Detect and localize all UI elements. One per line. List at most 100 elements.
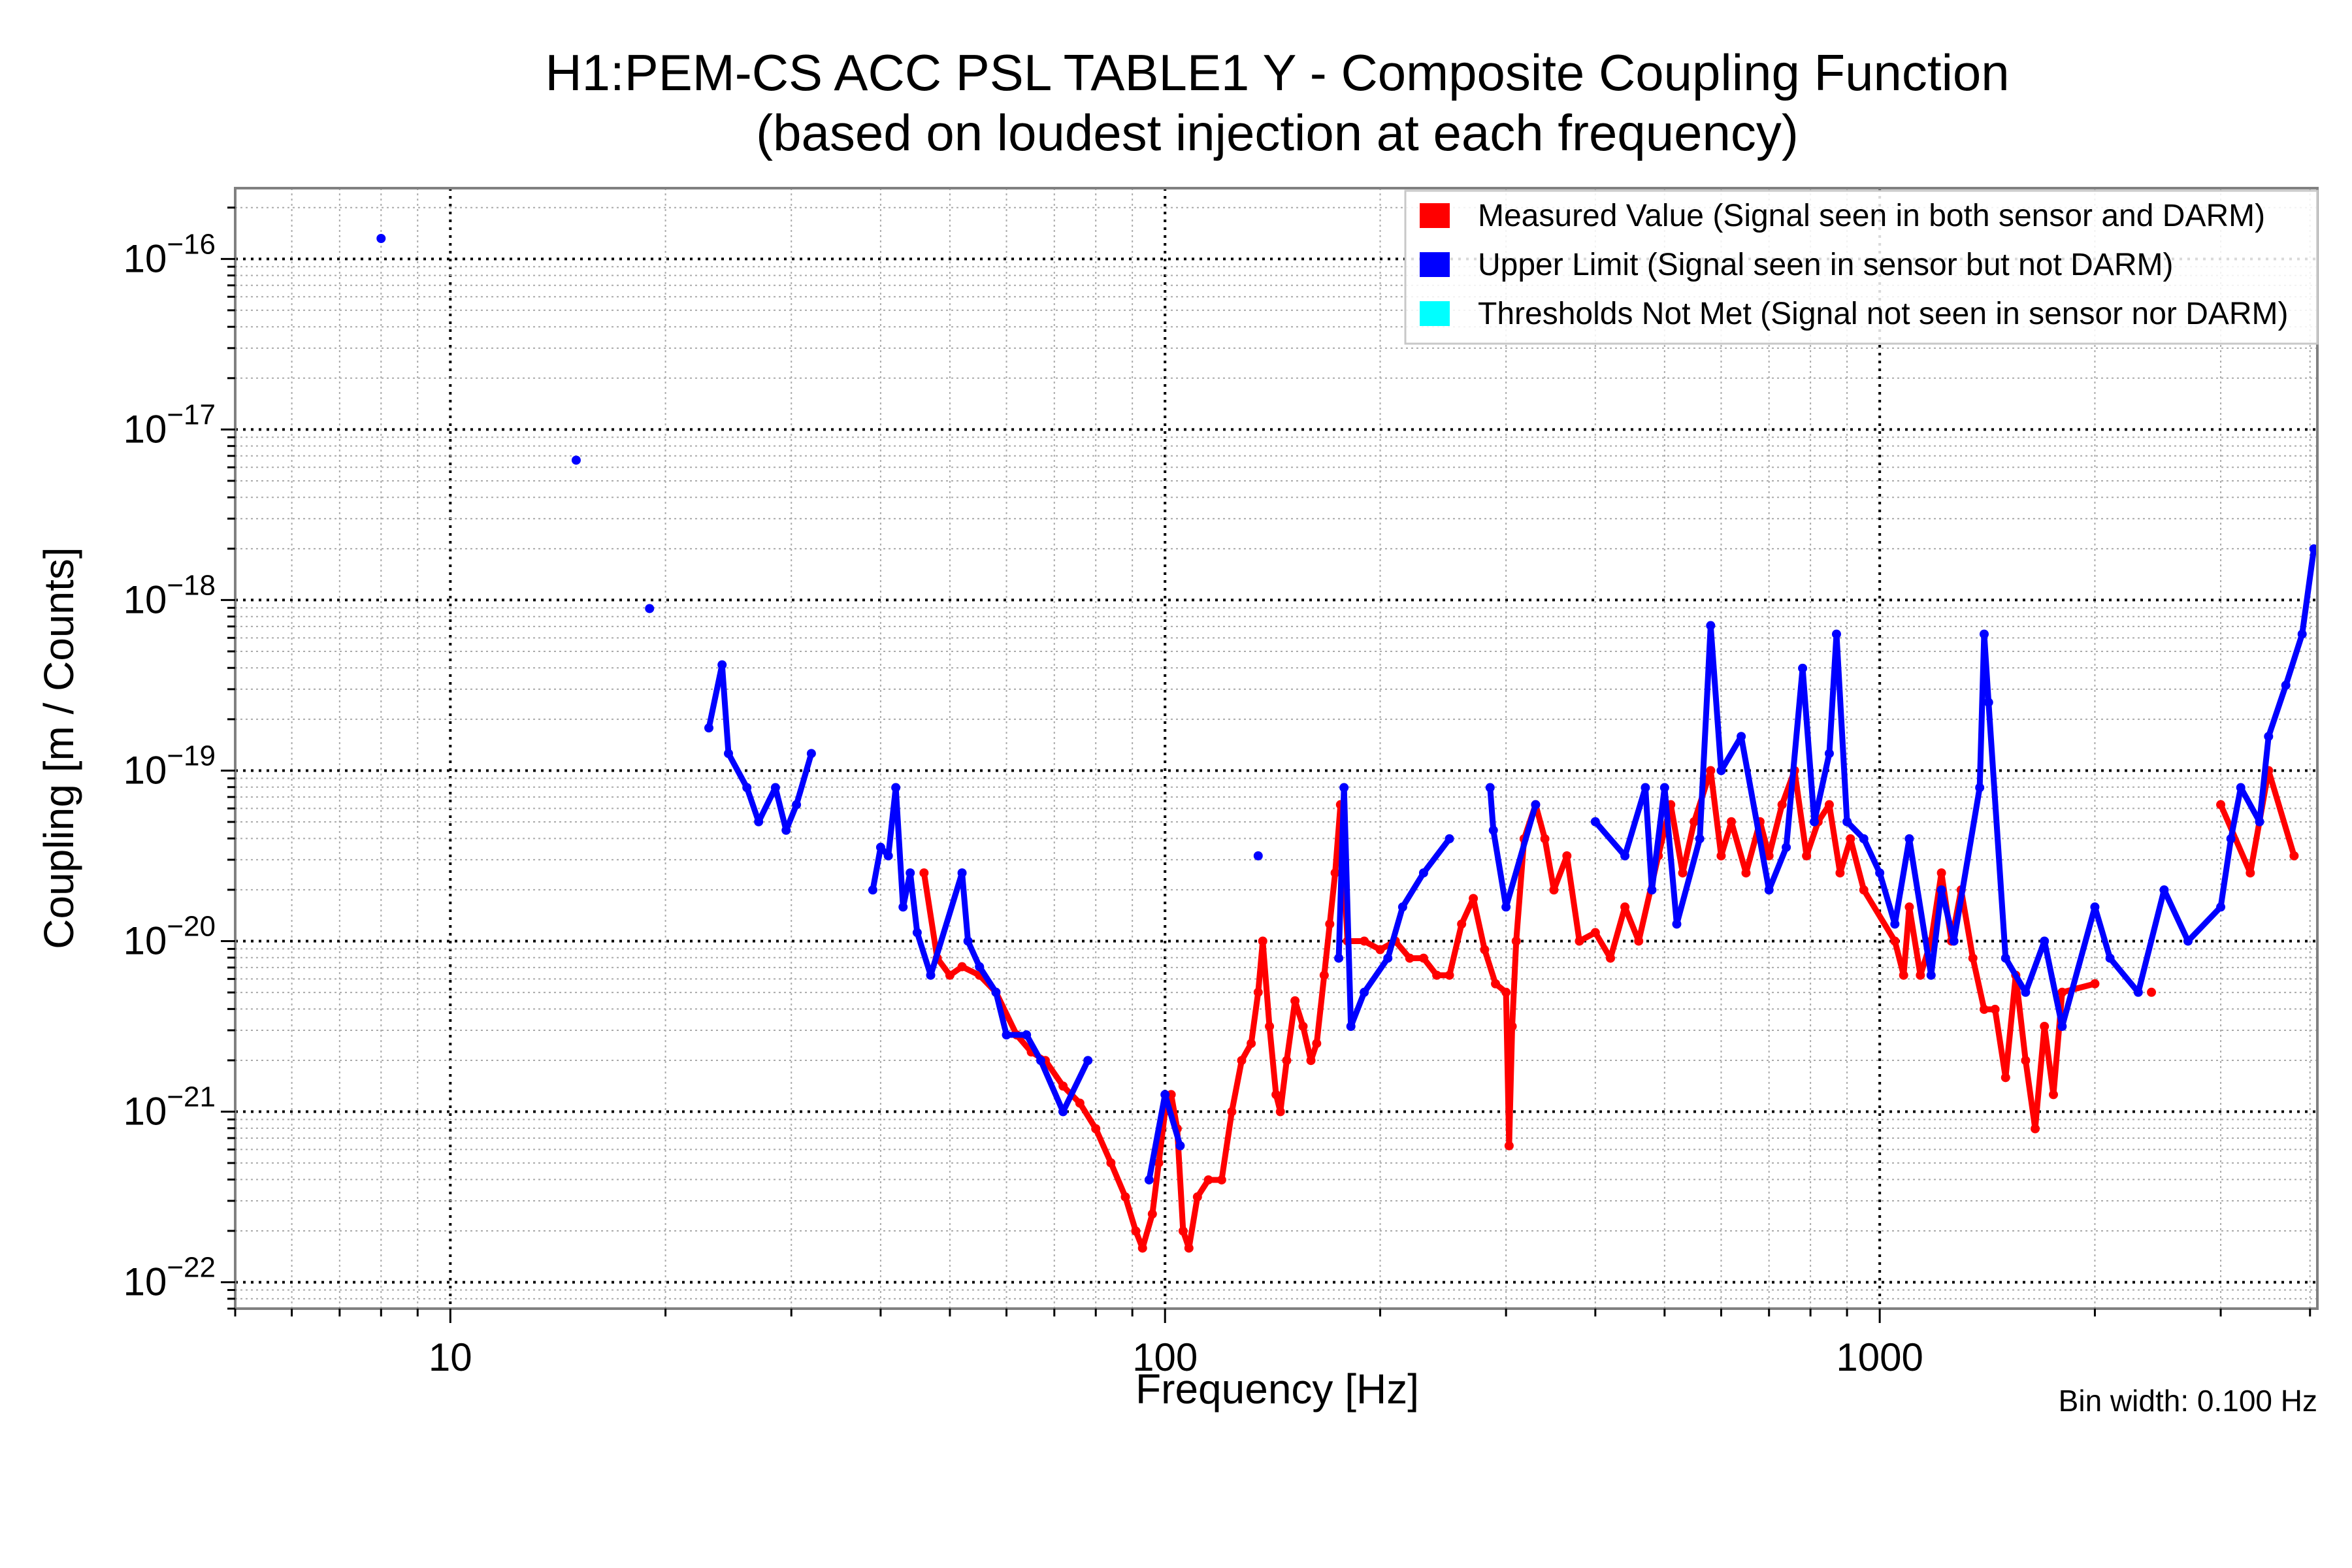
x-axis-label: Frequency [Hz]	[1135, 1365, 1419, 1413]
series-0-trace	[1542, 836, 1557, 893]
series-1-trace	[2161, 887, 2191, 944]
series-0-trace	[2002, 972, 2019, 1081]
x-tick-label: 10	[429, 1335, 472, 1379]
series-0-point	[1217, 1175, 1226, 1184]
series-0-trace	[1266, 1023, 1279, 1098]
series-1-trace	[1341, 785, 1354, 1030]
series-1-point	[1672, 919, 1682, 929]
y-tick-label: 10−21	[123, 1081, 216, 1134]
series-1-trace	[914, 929, 934, 979]
series-0-point	[1690, 817, 1699, 826]
series-1-trace	[965, 938, 983, 970]
series-1-trace	[1906, 836, 1935, 979]
series-1-point	[1782, 842, 1791, 852]
series-1-point	[2040, 936, 2050, 946]
series-0-trace	[2059, 981, 2098, 996]
series-0-point	[2057, 987, 2067, 997]
series-0-point	[1325, 919, 1335, 929]
series-1-trace	[725, 750, 750, 791]
series-1-trace	[2299, 546, 2317, 638]
series-1-trace	[1399, 870, 1427, 910]
series-0-point	[1120, 1192, 1130, 1202]
grid	[235, 188, 2317, 1309]
series-0-trace	[1506, 1023, 1516, 1149]
series-1-trace	[1673, 836, 1703, 927]
series-1-trace	[1162, 1091, 1183, 1149]
legend-box	[1404, 189, 2319, 345]
series-1-point	[1798, 663, 1808, 673]
series-1-trace	[1622, 785, 1648, 859]
chart-title: H1:PEM-CS ACC PSL TABLE1 Y - Composite C…	[545, 44, 2009, 101]
series-1-trace	[706, 662, 725, 731]
y-tick-label: 10−17	[123, 399, 216, 451]
series-0-point	[1360, 936, 1369, 946]
series-1-point	[1445, 834, 1454, 843]
series-0-point	[1802, 851, 1812, 860]
series-1-trace	[2257, 733, 2272, 825]
series-0-point	[945, 970, 955, 980]
y-tick-label: 10−18	[123, 569, 216, 621]
series-1-trace	[719, 662, 732, 757]
series-0-trace	[1837, 836, 1854, 876]
series-1-trace	[2217, 836, 2234, 910]
x-tick-label: 1000	[1836, 1335, 1923, 1379]
series-0-trace	[1803, 819, 1821, 859]
series-1-trace	[2091, 904, 2114, 962]
series-0-trace	[1326, 870, 1339, 927]
series-0-point	[1253, 987, 1263, 997]
series-1-trace	[755, 785, 779, 825]
series-0-point	[1154, 1158, 1164, 1168]
series-0-trace	[1186, 1194, 1201, 1251]
series-0-point	[1265, 1022, 1275, 1032]
series-1-point	[991, 987, 1001, 997]
series-1-trace	[793, 750, 815, 808]
series-1-point	[1334, 953, 1344, 963]
series-1-point	[792, 800, 802, 809]
series-1-point	[2133, 987, 2143, 997]
series-0-point	[1184, 1243, 1194, 1253]
series-1-trace	[928, 870, 966, 979]
series-0-point	[1575, 936, 1584, 946]
series-1-trace	[1738, 733, 1772, 893]
series-1-trace	[772, 785, 789, 834]
series-1-point	[645, 604, 655, 613]
series-0-point	[1271, 1090, 1281, 1100]
series-0-point	[2090, 979, 2100, 988]
series-1-trace	[1420, 836, 1453, 876]
series-0-trace	[1550, 853, 1570, 893]
series-0-trace	[1667, 802, 1686, 876]
series-1-point	[1737, 732, 1746, 742]
series-0-point	[2001, 1073, 2010, 1083]
x-tick-label: 100	[1132, 1335, 1198, 1379]
series-1-point	[1022, 1030, 1032, 1040]
series-1-point	[2001, 953, 2010, 963]
series-1-point	[704, 723, 714, 733]
series-0-point	[1904, 902, 1914, 912]
series-0-trace	[921, 870, 941, 962]
series-1-trace	[2002, 955, 2029, 996]
series-0-point	[1678, 868, 1688, 878]
series-1-point	[912, 928, 922, 938]
legend-swatch-measured	[1420, 203, 1450, 228]
series-1-trace	[1799, 665, 1818, 825]
series-1-point	[2297, 629, 2307, 639]
series-0-point	[1741, 868, 1751, 878]
series-1-point	[2281, 680, 2291, 690]
series-1-point	[2105, 953, 2115, 963]
series-0-point	[1192, 1192, 1202, 1202]
series-1-trace	[2059, 904, 2098, 1030]
series-1-trace	[2107, 955, 2142, 996]
series-1-trace	[1146, 1091, 1168, 1183]
legend-swatch-thresholds-not-met	[1420, 301, 1450, 326]
series-0-point	[1457, 919, 1467, 929]
series-0-point	[1227, 1107, 1237, 1117]
series-0-point	[1445, 970, 1454, 980]
series-0-point	[2040, 1022, 2050, 1032]
series-0-point	[1137, 1243, 1147, 1253]
series-0-trace	[1248, 989, 1262, 1047]
series-1-point	[1346, 1022, 1356, 1032]
series-1-point	[1058, 1107, 1068, 1117]
series-1-point	[770, 783, 780, 792]
series-1-trace	[1707, 623, 1724, 774]
series-1-point	[1144, 1175, 1154, 1184]
